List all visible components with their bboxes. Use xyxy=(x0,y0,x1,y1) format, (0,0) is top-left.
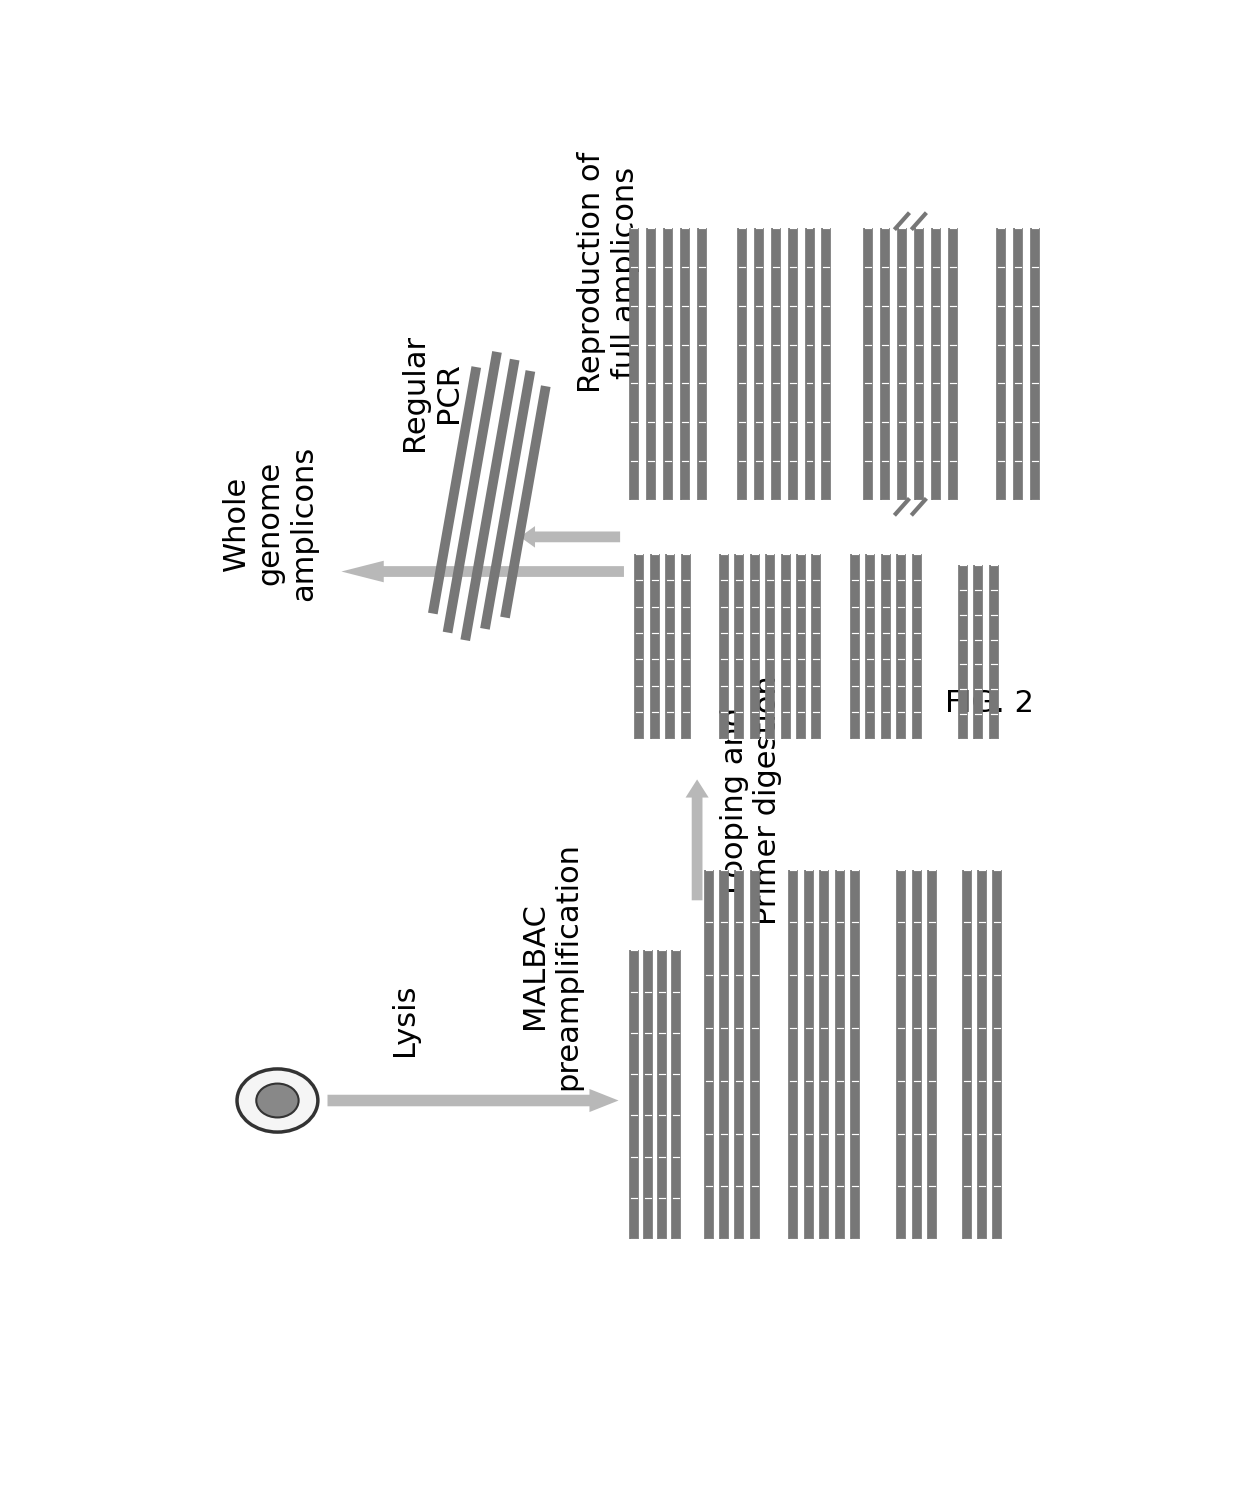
Text: FIG. 2: FIG. 2 xyxy=(945,690,1034,718)
Text: Whole
genome
amplicons: Whole genome amplicons xyxy=(222,445,317,601)
Ellipse shape xyxy=(237,1069,317,1132)
FancyArrow shape xyxy=(341,561,624,582)
Text: Reproduction of
full amplicons: Reproduction of full amplicons xyxy=(578,152,640,394)
FancyArrow shape xyxy=(327,1090,619,1112)
Text: MALBAC
preamplification: MALBAC preamplification xyxy=(520,842,582,1090)
FancyArrow shape xyxy=(520,526,620,547)
Text: Lysis: Lysis xyxy=(391,983,419,1057)
Text: Regular
PCR: Regular PCR xyxy=(401,334,463,451)
Text: Looping and
Primer digestion: Looping and Primer digestion xyxy=(719,675,782,924)
Ellipse shape xyxy=(257,1084,299,1117)
FancyArrow shape xyxy=(686,780,708,900)
